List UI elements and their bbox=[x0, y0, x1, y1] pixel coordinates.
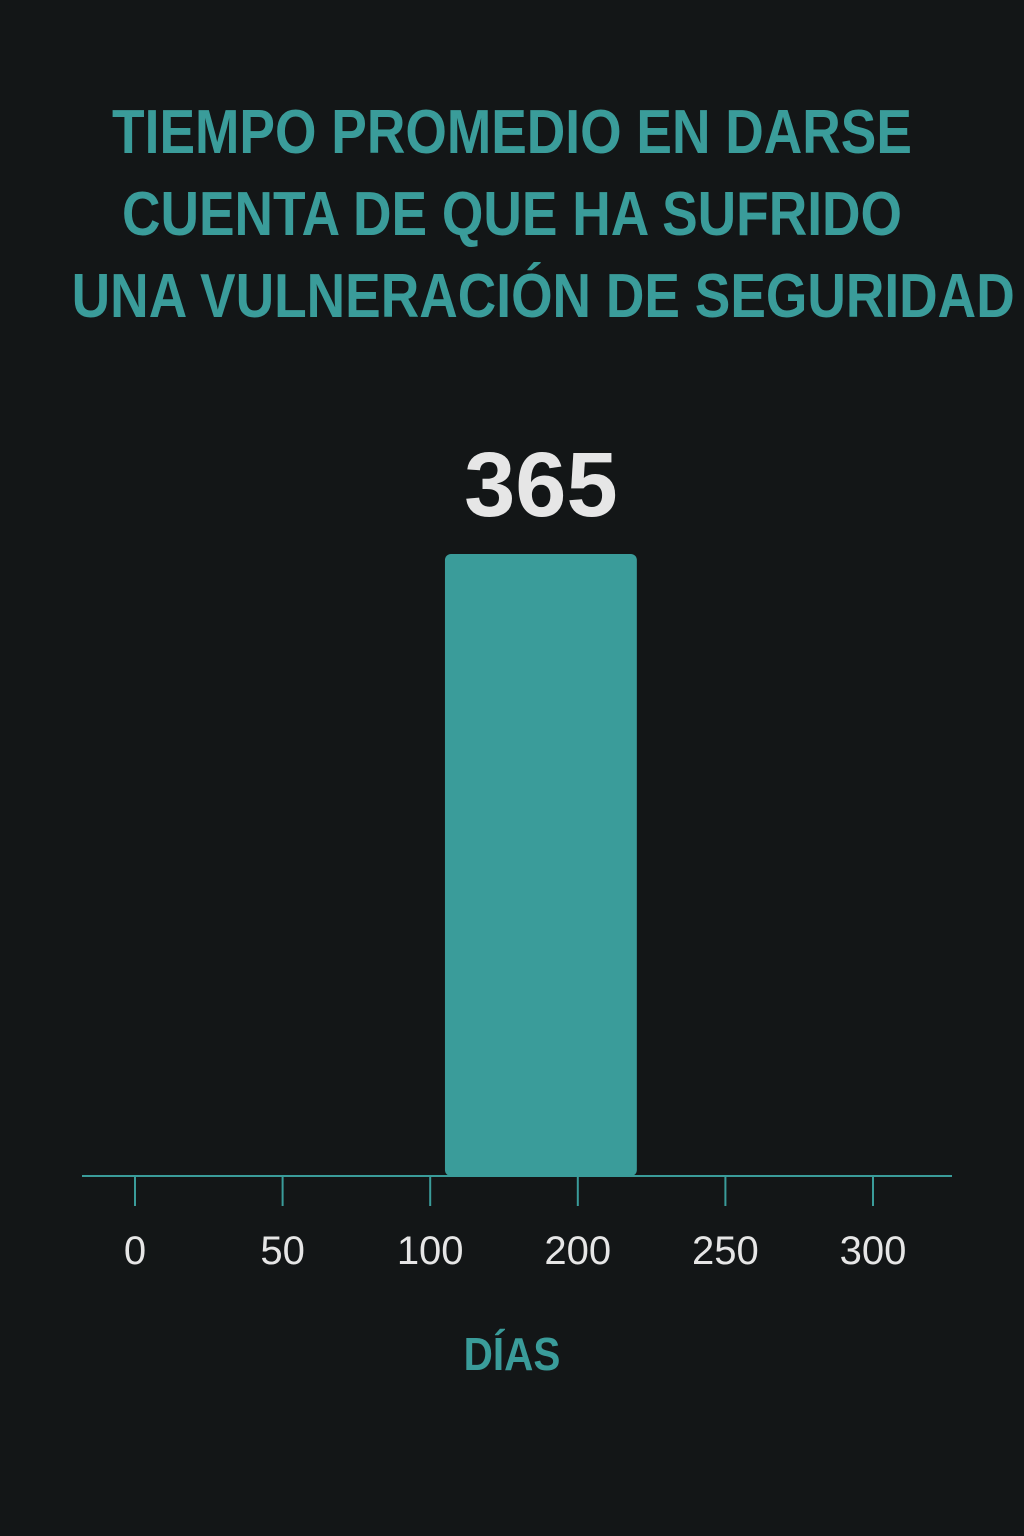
x-tick-label: 200 bbox=[544, 1229, 611, 1273]
chart-title: TIEMPO PROMEDIO EN DARSE CUENTA DE QUE H… bbox=[0, 92, 1024, 338]
bar-value-label: 365 bbox=[464, 434, 618, 536]
x-tick-label: 100 bbox=[397, 1229, 464, 1273]
chart-title-line-2: CUENTA DE QUE HA SUFRIDO bbox=[121, 180, 903, 249]
x-tick-label: 250 bbox=[692, 1229, 759, 1273]
x-axis-title: DÍAS bbox=[463, 1328, 561, 1380]
x-tick-label: 0 bbox=[124, 1229, 146, 1273]
bar bbox=[444, 554, 637, 1176]
chart-title-line-3: UNA VULNERACIÓN DE SEGURIDAD bbox=[71, 262, 1015, 331]
x-tick-label: 50 bbox=[260, 1229, 305, 1273]
chart-title-line-1: TIEMPO PROMEDIO EN DARSE bbox=[112, 98, 912, 167]
x-tick-label: 300 bbox=[840, 1229, 907, 1273]
